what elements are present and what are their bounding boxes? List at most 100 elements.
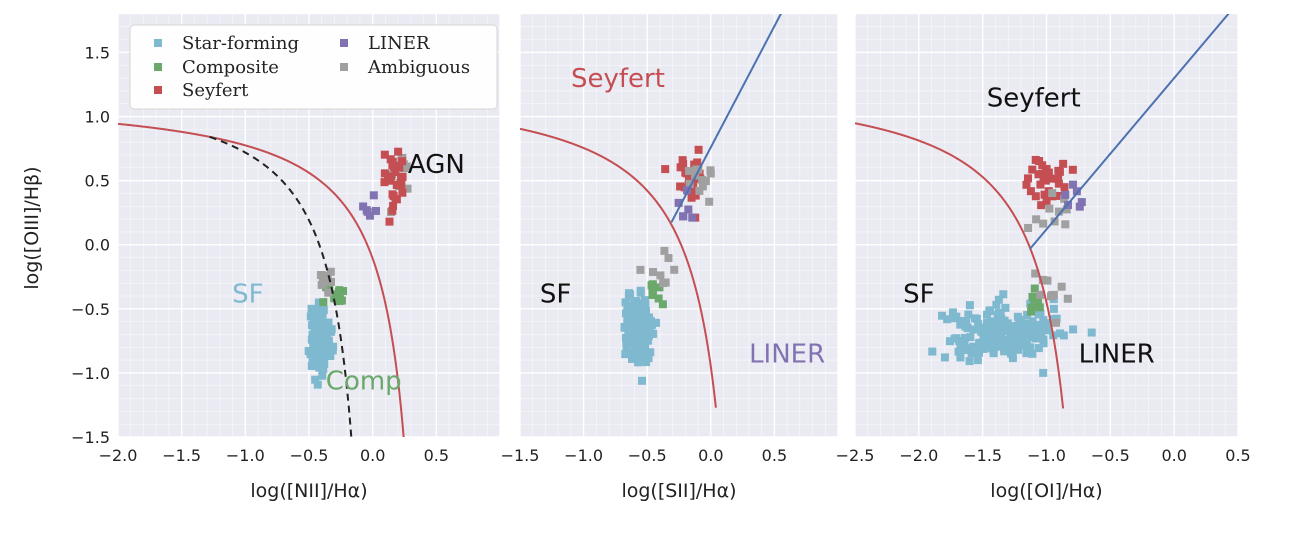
y-tick-label: −0.5	[71, 300, 110, 319]
x-tick-label: 0.0	[360, 446, 385, 465]
region-label: Comp	[326, 367, 402, 397]
x-tick-label: −2.0	[99, 446, 138, 465]
data-point-seyfert	[1054, 179, 1063, 188]
data-point-star-forming	[627, 354, 636, 363]
data-point-star-forming	[973, 356, 982, 365]
x-tick-label: 0.5	[762, 446, 787, 465]
data-point-seyfert	[398, 157, 407, 166]
data-point-star-forming	[988, 320, 997, 329]
data-point-star-forming	[629, 313, 638, 322]
data-point-ambiguous	[701, 177, 710, 186]
data-point-star-forming	[630, 348, 639, 357]
data-point-star-forming	[940, 353, 949, 362]
data-point-ambiguous	[1048, 189, 1057, 198]
data-point-ambiguous	[1045, 204, 1054, 213]
demarcation-curves	[855, 14, 1230, 409]
data-point-composite	[319, 298, 328, 307]
data-point-star-forming	[625, 349, 634, 358]
data-point-liner	[369, 191, 378, 200]
data-point-composite	[325, 284, 334, 293]
legend-marker	[154, 63, 162, 71]
data-point-ambiguous	[1032, 215, 1041, 224]
data-point-composite	[655, 283, 664, 292]
data-point-star-forming	[621, 298, 630, 307]
plot-background	[520, 14, 838, 437]
region-label: AGN	[408, 150, 465, 180]
data-point-ambiguous	[1049, 290, 1058, 299]
data-point-star-forming	[1007, 345, 1016, 354]
data-point-star-forming	[956, 320, 965, 329]
panel-2: −1.5 −1.0 −0.5 0.0 0.5 log([SII]/Hα) Seyfert SF…	[501, 13, 839, 502]
data-point-seyfert	[398, 172, 407, 181]
x-tick-label: 0.0	[698, 446, 723, 465]
data-point-star-forming	[994, 320, 1003, 329]
data-point-seyfert	[1047, 174, 1056, 183]
data-point-seyfert	[661, 165, 670, 174]
data-point-star-forming	[306, 312, 315, 321]
y-tick-label: 0.0	[85, 236, 110, 255]
data-point-star-forming	[988, 333, 997, 342]
data-point-star-forming	[323, 324, 332, 333]
data-point-composite	[658, 300, 667, 309]
data-point-seyfert	[394, 147, 403, 156]
data-point-seyfert	[398, 188, 407, 197]
x-tick-label: −1.5	[963, 446, 1002, 465]
data-point-seyfert	[1038, 161, 1047, 170]
data-point-star-forming	[970, 314, 979, 323]
data-point-star-forming	[969, 325, 978, 334]
data-point-seyfert	[395, 163, 404, 172]
data-point-star-forming	[326, 352, 335, 361]
data-point-star-forming	[313, 380, 322, 389]
data-point-seyfert	[1042, 197, 1051, 206]
data-point-star-forming	[634, 358, 643, 367]
data-point-star-forming	[319, 365, 328, 374]
data-point-star-forming	[314, 344, 323, 353]
data-point-star-forming	[975, 338, 984, 347]
data-point-star-forming	[982, 342, 991, 351]
demarcation-curves	[520, 14, 782, 408]
x-tick-label: −1.0	[226, 446, 265, 465]
data-point-composite	[1035, 303, 1044, 312]
data-point-seyfert	[676, 182, 685, 191]
data-point-star-forming	[1023, 342, 1032, 351]
data-point-star-forming	[1036, 333, 1045, 342]
data-point-ambiguous	[684, 167, 693, 176]
data-point-liner	[365, 211, 374, 220]
data-point-star-forming	[640, 296, 649, 305]
data-point-ambiguous	[403, 184, 412, 193]
data-point-star-forming	[314, 298, 323, 307]
data-point-star-forming	[1087, 328, 1096, 337]
data-point-star-forming	[640, 305, 649, 314]
data-point-seyfert	[1031, 192, 1040, 201]
data-point-ambiguous	[692, 165, 701, 174]
data-point-liner	[1077, 198, 1086, 207]
data-point-star-forming	[327, 325, 336, 334]
data-point-ambiguous	[649, 268, 658, 277]
data-point-composite	[648, 280, 657, 289]
data-point-ambiguous	[698, 182, 707, 191]
data-point-seyfert	[392, 181, 401, 190]
scatter-points	[304, 147, 412, 389]
x-tick-label: −1.0	[1027, 446, 1066, 465]
x-tick-label: −2.5	[836, 446, 875, 465]
data-point-star-forming	[646, 348, 655, 357]
data-point-seyfert	[1022, 180, 1031, 189]
data-point-star-forming	[310, 350, 319, 359]
data-point-star-forming	[1037, 326, 1046, 335]
region-label: LINER	[749, 340, 825, 370]
data-point-star-forming	[999, 320, 1008, 329]
data-point-seyfert	[385, 217, 394, 226]
data-point-star-forming	[315, 361, 324, 370]
data-point-star-forming	[318, 371, 327, 380]
region-label: SF	[903, 279, 934, 309]
data-point-star-forming	[626, 290, 635, 299]
legend-marker	[154, 39, 162, 47]
data-point-ambiguous	[705, 197, 714, 206]
legend-label: Star-forming	[182, 33, 299, 54]
data-point-star-forming	[309, 318, 318, 327]
data-point-star-forming	[970, 346, 979, 355]
data-point-liner	[359, 202, 368, 211]
data-point-star-forming	[966, 333, 975, 342]
data-point-ambiguous	[664, 253, 673, 262]
